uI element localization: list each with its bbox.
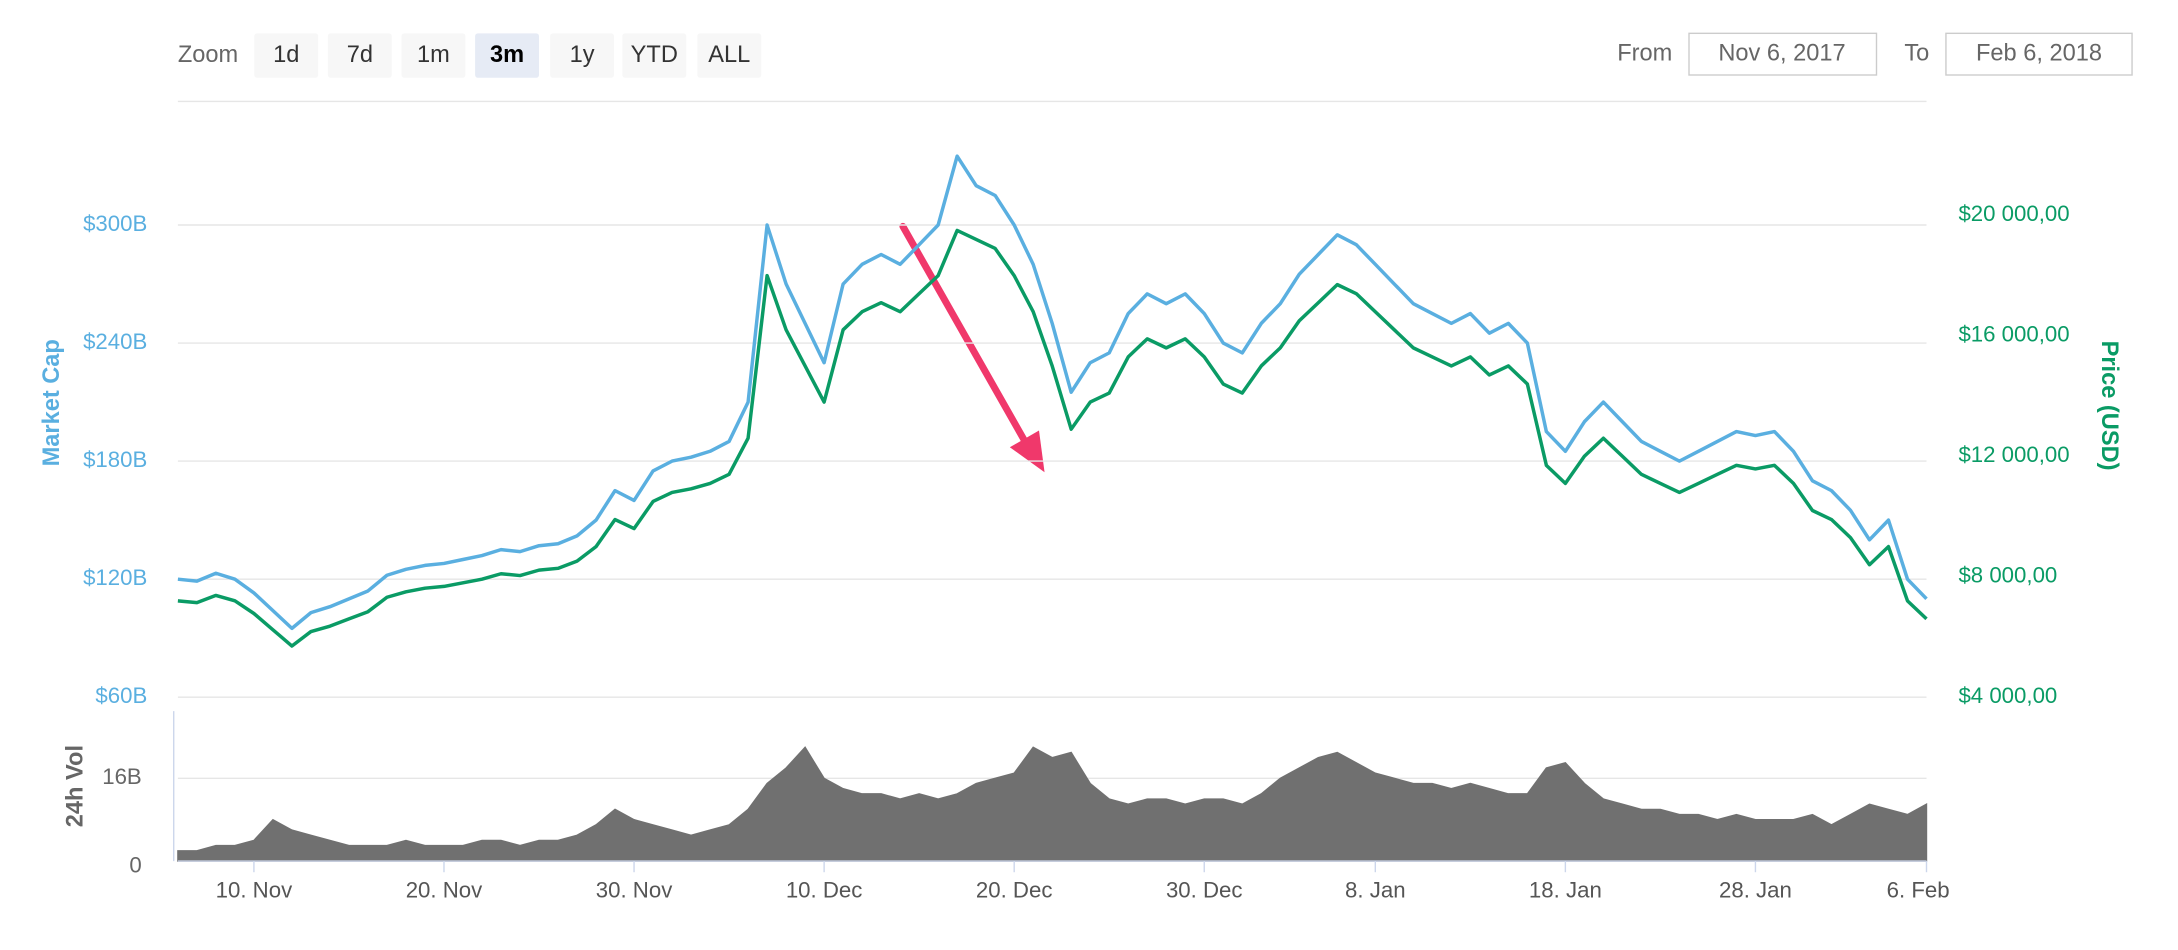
annotation-arrow bbox=[899, 222, 1029, 446]
x-tick-label: 8. Jan bbox=[1345, 878, 1406, 903]
x-tick-label: 10. Dec bbox=[786, 878, 863, 903]
x-tick-label: 30. Dec bbox=[1166, 878, 1243, 903]
volume-area bbox=[177, 746, 1928, 862]
zoom-button[interactable] bbox=[254, 33, 319, 78]
zoom-button[interactable] bbox=[475, 33, 539, 78]
zoom-button-label[interactable]: ALL bbox=[708, 42, 750, 68]
zoom-button-label[interactable]: 3m bbox=[490, 42, 524, 68]
y-axis-title: Market Cap bbox=[39, 339, 65, 466]
zoom-button-label[interactable]: 1d bbox=[273, 42, 299, 68]
zoom-button-label[interactable]: YTD bbox=[631, 42, 678, 68]
from-input[interactable] bbox=[1688, 32, 1878, 76]
y2-axis-title: Price (USD) bbox=[2096, 341, 2122, 471]
y2-tick-label: $8 000,00 bbox=[1958, 563, 2057, 588]
series-line bbox=[177, 154, 1928, 631]
to-input[interactable] bbox=[1945, 32, 2133, 76]
zoom-button[interactable] bbox=[550, 33, 614, 78]
zoom-button[interactable] bbox=[622, 33, 687, 78]
from-value[interactable]: Nov 6, 2017 bbox=[1718, 40, 1845, 66]
zoom-button-label[interactable]: 7d bbox=[347, 42, 373, 68]
zoom-button-label[interactable]: 1m bbox=[417, 42, 450, 68]
y-tick-label: $240B bbox=[83, 329, 147, 354]
x-tick-label: 28. Jan bbox=[1719, 878, 1792, 903]
zoom-button[interactable] bbox=[401, 33, 466, 78]
y-tick-label: $180B bbox=[83, 447, 147, 472]
zoom-button[interactable] bbox=[697, 33, 762, 78]
y-tick-label: $300B bbox=[83, 211, 147, 236]
x-tick-label: 18. Jan bbox=[1529, 878, 1602, 903]
annotation-arrowhead bbox=[1009, 430, 1045, 473]
y3-tick-label: 16B bbox=[102, 764, 142, 789]
to-value[interactable]: Feb 6, 2018 bbox=[1976, 40, 2102, 66]
zoom-label: Zoom bbox=[178, 42, 238, 68]
y-tick-label: $60B bbox=[95, 683, 147, 708]
x-tick-label: 6. Feb bbox=[1887, 878, 1950, 903]
y2-tick-label: $16 000,00 bbox=[1958, 322, 2069, 347]
x-tick-label: 30. Nov bbox=[596, 878, 673, 903]
y2-tick-label: $4 000,00 bbox=[1958, 683, 2057, 708]
zoom-button-label[interactable]: 1y bbox=[570, 42, 595, 68]
y3-axis-title: 24h Vol bbox=[63, 745, 89, 827]
y-tick-label: $120B bbox=[83, 565, 147, 590]
series-line bbox=[177, 228, 1928, 648]
to-label: To bbox=[1904, 40, 1929, 66]
zoom-button[interactable] bbox=[327, 33, 392, 78]
y2-tick-label: $12 000,00 bbox=[1958, 442, 2069, 467]
from-label: From bbox=[1617, 40, 1672, 66]
y2-tick-label: $20 000,00 bbox=[1958, 201, 2069, 226]
x-tick-label: 10. Nov bbox=[216, 878, 293, 903]
x-tick-label: 20. Dec bbox=[976, 878, 1053, 903]
y3-tick-label: 0 bbox=[129, 853, 141, 878]
x-tick-label: 20. Nov bbox=[406, 878, 483, 903]
